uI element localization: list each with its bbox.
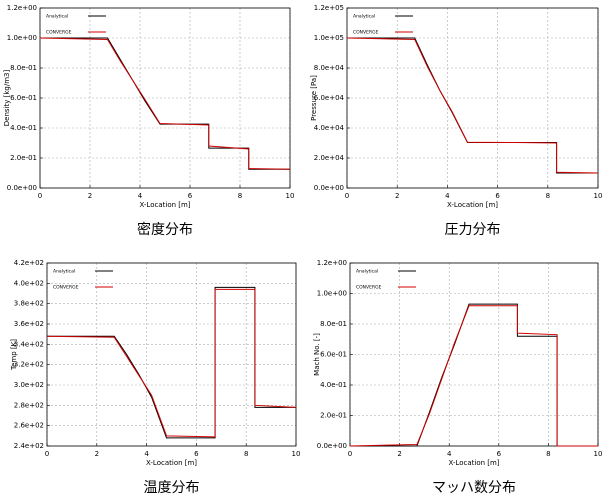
series-line [39, 37, 291, 170]
legend-label: Analytical [356, 269, 378, 275]
x-tick-label: 0 [345, 192, 349, 200]
series-line [346, 37, 599, 174]
x-tick-label: 6 [194, 450, 199, 458]
y-tick-label: 4.0e-01 [10, 124, 37, 132]
x-tick-label: 8 [546, 192, 550, 200]
y-tick-label: 4.2e+02 [14, 259, 44, 267]
x-tick-label: 4 [445, 192, 450, 200]
x-tick-label: 2 [88, 192, 92, 200]
x-tick-label: 10 [292, 450, 301, 458]
y-axis-label: Mach No. [-] [313, 333, 321, 376]
legend-label: CONVERGE [353, 30, 379, 36]
plot-frame [39, 7, 291, 189]
x-tick-label: 8 [546, 450, 550, 458]
y-tick-label: 1.0e+05 [314, 34, 344, 42]
legend-label: Analytical [353, 14, 375, 20]
series-line [40, 37, 290, 170]
plot-frame [349, 262, 599, 447]
x-tick-label: 6 [188, 192, 193, 200]
series-line [350, 303, 598, 447]
y-tick-label: 0.0e+00 [314, 184, 344, 192]
x-tick-label: 2 [395, 192, 399, 200]
x-tick-label: 6 [497, 450, 502, 458]
x-tick-label: 8 [238, 192, 242, 200]
plot-frame [46, 262, 297, 447]
series-line [349, 305, 598, 447]
x-tick-label: 6 [495, 192, 500, 200]
y-tick-label: 6.0e-01 [10, 94, 37, 102]
series-line [46, 288, 297, 438]
y-tick-label: 3.4e+02 [14, 340, 44, 348]
x-tick-label: 2 [95, 450, 99, 458]
y-tick-label: 3.2e+02 [14, 361, 44, 369]
y-tick-label: 1.2e+05 [314, 4, 344, 12]
x-tick-label: 0 [348, 450, 352, 458]
y-tick-label: 2.0e-01 [320, 412, 347, 420]
chart-caption: 密度分布 [137, 221, 193, 238]
x-tick-label: 8 [244, 450, 248, 458]
y-tick-label: 3.6e+02 [14, 320, 44, 328]
y-tick-label: 2.6e+02 [14, 422, 44, 430]
x-tick-label: 4 [447, 450, 452, 458]
x-axis-label: X-Location [m] [447, 201, 498, 209]
x-tick-label: 10 [594, 450, 603, 458]
series-line [347, 37, 598, 174]
y-tick-label: 0.0e+00 [317, 442, 347, 450]
y-tick-label: 2.4e+02 [14, 442, 44, 450]
y-tick-label: 2.0e-01 [10, 154, 37, 162]
chart-caption: マッハ数分布 [432, 480, 516, 496]
y-tick-label: 2.8e+02 [14, 401, 44, 409]
y-tick-label: 2.0e+04 [314, 154, 345, 162]
x-axis-label: X-Location [m] [146, 459, 197, 467]
y-tick-label: 1.2e+00 [7, 4, 37, 12]
y-tick-label: 8.0e+04 [314, 64, 345, 72]
x-tick-label: 0 [45, 450, 49, 458]
y-tick-label: 6.0e-01 [320, 351, 347, 359]
chart-caption: 圧力分布 [445, 222, 501, 238]
y-tick-label: 1.0e+00 [7, 34, 37, 42]
y-tick-label: 4.0e+04 [314, 124, 345, 132]
y-tick-label: 1.2e+00 [317, 259, 347, 267]
x-axis-label: X-Location [m] [139, 201, 190, 209]
x-tick-label: 4 [144, 450, 149, 458]
y-tick-label: 8.0e-01 [10, 64, 37, 72]
y-tick-label: 3.8e+02 [14, 300, 44, 308]
y-tick-label: 0.0e+00 [7, 184, 37, 192]
y-axis-label: Temp [K] [10, 339, 18, 371]
legend-label: CONVERGE [53, 285, 79, 291]
y-tick-label: 4.0e+02 [14, 279, 44, 287]
x-tick-label: 10 [286, 192, 295, 200]
y-tick-label: 8.0e-01 [320, 320, 347, 328]
legend-label: Analytical [46, 14, 68, 20]
x-tick-label: 10 [594, 192, 603, 200]
y-tick-label: 3.0e+02 [14, 381, 44, 389]
chart-caption: 温度分布 [144, 480, 200, 496]
x-axis-label: X-Location [m] [448, 459, 499, 467]
series-line [47, 286, 296, 439]
y-tick-label: 1.0e+00 [317, 290, 347, 298]
x-tick-label: 0 [38, 192, 42, 200]
legend-label: CONVERGE [46, 30, 72, 36]
legend-label: Analytical [53, 269, 75, 275]
legend-label: CONVERGE [356, 285, 382, 291]
x-tick-label: 2 [397, 450, 401, 458]
y-tick-label: 4.0e-01 [320, 381, 347, 389]
y-axis-label: Density [kg/m3] [3, 70, 11, 127]
plot-frame [346, 7, 599, 189]
y-axis-label: Pressure [Pa] [310, 75, 318, 121]
y-tick-label: 6.0e+04 [314, 94, 345, 102]
x-tick-label: 4 [138, 192, 143, 200]
